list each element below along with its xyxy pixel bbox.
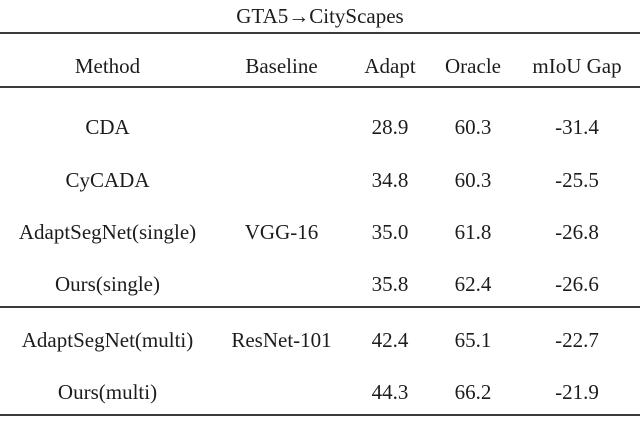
cell-adapt: 42.4 [371, 327, 409, 352]
table-title: GTA5→CityScapes [236, 3, 404, 28]
cell-miou-gap: -26.8 [555, 219, 599, 244]
cell-miou-gap: -21.9 [555, 379, 599, 404]
cell-method: Ours(multi) [57, 379, 158, 404]
cell-baseline: ResNet-101 [231, 327, 332, 352]
cell-miou-gap: -31.4 [555, 114, 599, 139]
cell-oracle: 60.3 [454, 114, 492, 139]
table-row: Ours(multi) 44.3 66.2 -21.9 [0, 377, 640, 407]
cell-adapt: 35.0 [371, 219, 409, 244]
cell-miou-gap: -25.5 [555, 167, 599, 192]
cell-method: Ours(single) [55, 271, 160, 296]
cell-oracle: 60.3 [454, 167, 492, 192]
column-header-method: Method [74, 53, 141, 78]
table-row: Ours(single) 35.8 62.4 -26.6 [0, 269, 640, 299]
cell-method: AdaptSegNet(multi) [21, 327, 194, 352]
cell-oracle: 65.1 [454, 327, 492, 352]
cell-method: CDA [85, 114, 130, 139]
column-header-miou-gap: mIoU Gap [532, 53, 622, 78]
cell-oracle: 61.8 [454, 219, 492, 244]
table-bottom-rule [0, 414, 640, 416]
cell-adapt: 34.8 [371, 167, 409, 192]
group-separator-rule [0, 306, 640, 308]
column-header-baseline: Baseline [245, 53, 318, 78]
table-row: AdaptSegNet(multi) ResNet-101 42.4 65.1 … [0, 325, 640, 355]
cell-oracle: 62.4 [454, 271, 492, 296]
cell-method: AdaptSegNet(single) [18, 219, 197, 244]
header-separator-rule [0, 86, 640, 88]
table-row: CDA 28.9 60.3 -31.4 [0, 112, 640, 142]
cell-adapt: 28.9 [371, 114, 409, 139]
cell-adapt: 35.8 [371, 271, 409, 296]
cell-method: CyCADA [65, 167, 150, 192]
cell-adapt: 44.3 [371, 379, 409, 404]
cell-baseline: VGG-16 [244, 219, 319, 244]
table-header-row: Method Baseline Adapt Oracle mIoU Gap [0, 51, 640, 81]
cell-miou-gap: -22.7 [555, 327, 599, 352]
table-row: CyCADA 34.8 60.3 -25.5 [0, 165, 640, 195]
column-header-oracle: Oracle [445, 53, 501, 78]
cell-oracle: 66.2 [454, 379, 492, 404]
column-header-adapt: Adapt [364, 53, 416, 78]
cell-miou-gap: -26.6 [555, 271, 599, 296]
table-top-rule [0, 32, 640, 34]
table-row: AdaptSegNet(single) VGG-16 35.0 61.8 -26… [0, 217, 640, 247]
